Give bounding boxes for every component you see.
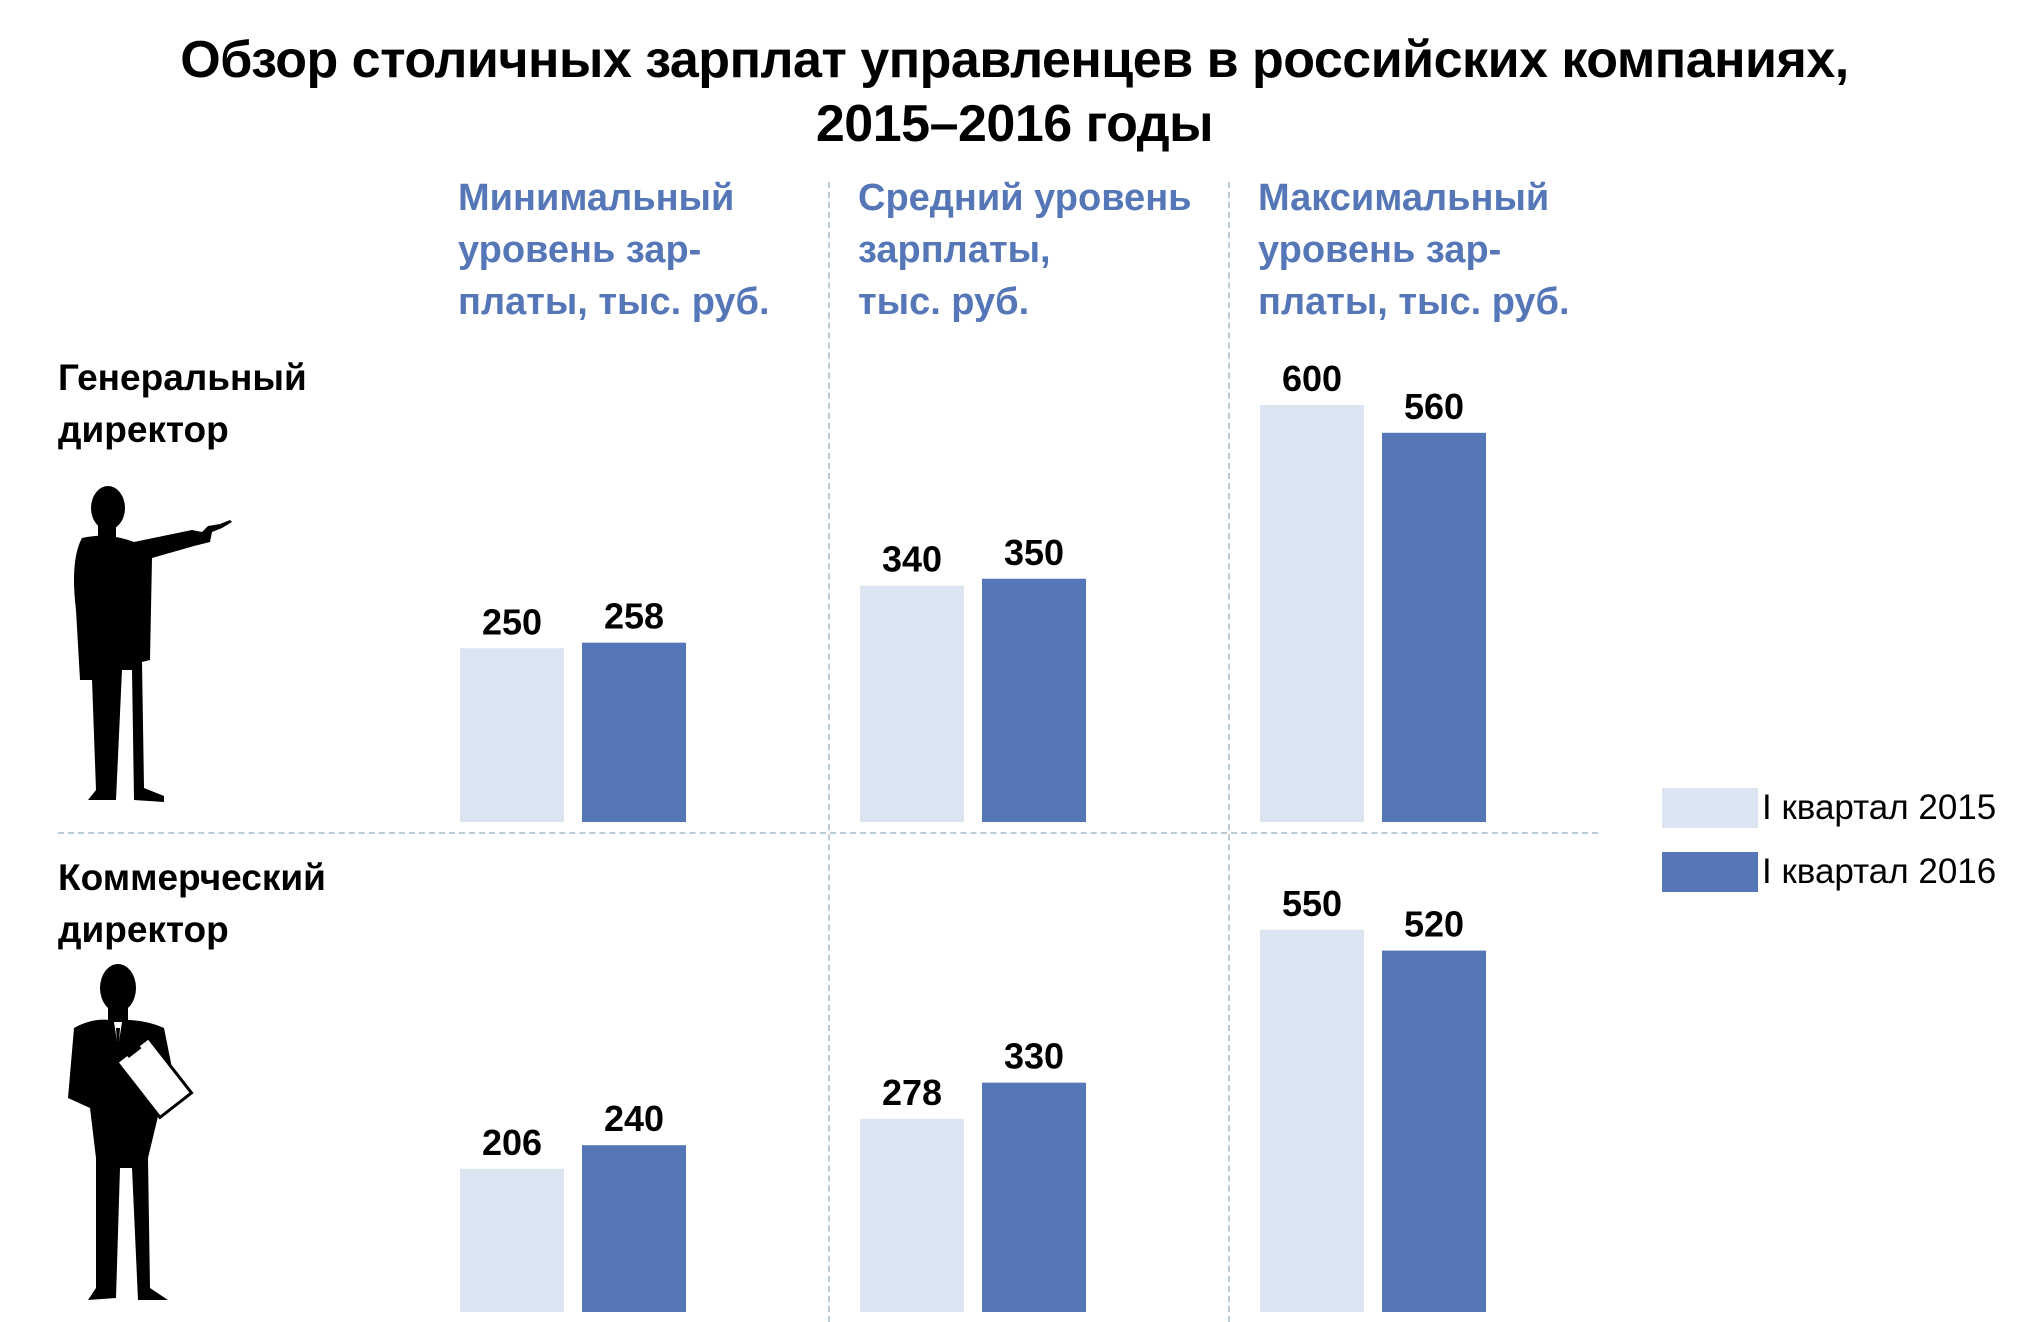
bar-general-director-maximum-2016	[1382, 432, 1486, 822]
data-label-commercial-director-minimum-2015: 206	[482, 1122, 542, 1163]
chart-title-line-2: 2015–2016 годы	[815, 95, 1214, 153]
data-label-general-director-average-2015: 340	[882, 539, 942, 580]
data-label-general-director-maximum-2015: 600	[1282, 358, 1342, 399]
data-label-general-director-average-2016: 350	[1004, 532, 1064, 573]
general-director-silhouette-icon	[74, 486, 232, 802]
chart-title: Обзор столичных зарплат управленцев в ро…	[0, 28, 2029, 156]
bar-commercial-director-average-2016	[982, 1082, 1086, 1312]
legend-label-2016: I квартал 2016	[1762, 852, 1997, 891]
column-divider	[1228, 182, 1230, 1322]
bar-general-director-average-2015	[860, 585, 964, 822]
row-label-commercial-director: Коммерческий директор	[58, 857, 326, 950]
bar-commercial-director-maximum-2016	[1382, 950, 1486, 1312]
bar-general-director-maximum-2015	[1260, 405, 1364, 822]
data-label-general-director-minimum-2016: 258	[604, 596, 664, 637]
data-label-commercial-director-minimum-2016: 240	[604, 1098, 664, 1139]
legend-swatch-2015	[1662, 788, 1758, 828]
bar-general-director-minimum-2016	[582, 642, 686, 822]
bar-commercial-director-average-2015	[860, 1118, 964, 1312]
column-header-average: Средний уровень зарплаты, тыс. руб.	[858, 177, 1192, 323]
bar-general-director-minimum-2015	[460, 648, 564, 822]
column-header-maximum: Максимальный уровень зар- платы, тыс. ру…	[1258, 177, 1570, 323]
data-label-commercial-director-average-2015: 278	[882, 1072, 942, 1113]
bar-general-director-average-2016	[982, 578, 1086, 822]
row-divider	[58, 832, 1598, 834]
chart-title-line-1: Обзор столичных зарплат управленцев в ро…	[180, 31, 1849, 89]
legend-label-2015: I квартал 2015	[1762, 788, 1997, 827]
commercial-director-silhouette-icon	[68, 964, 194, 1300]
data-label-commercial-director-maximum-2016: 520	[1404, 904, 1464, 945]
data-label-commercial-director-maximum-2015: 550	[1282, 883, 1342, 924]
column-header-minimum: Минимальный уровень зар- платы, тыс. руб…	[458, 177, 770, 323]
bar-commercial-director-minimum-2015	[460, 1168, 564, 1312]
bar-commercial-director-maximum-2015	[1260, 929, 1364, 1312]
data-label-commercial-director-average-2016: 330	[1004, 1036, 1064, 1077]
row-label-general-director: Генеральный директор	[58, 357, 307, 450]
data-label-general-director-minimum-2015: 250	[482, 601, 542, 642]
data-label-general-director-maximum-2016: 560	[1404, 386, 1464, 427]
bar-commercial-director-minimum-2016	[582, 1145, 686, 1312]
legend-swatch-2016	[1662, 852, 1758, 892]
column-divider	[828, 182, 830, 1322]
